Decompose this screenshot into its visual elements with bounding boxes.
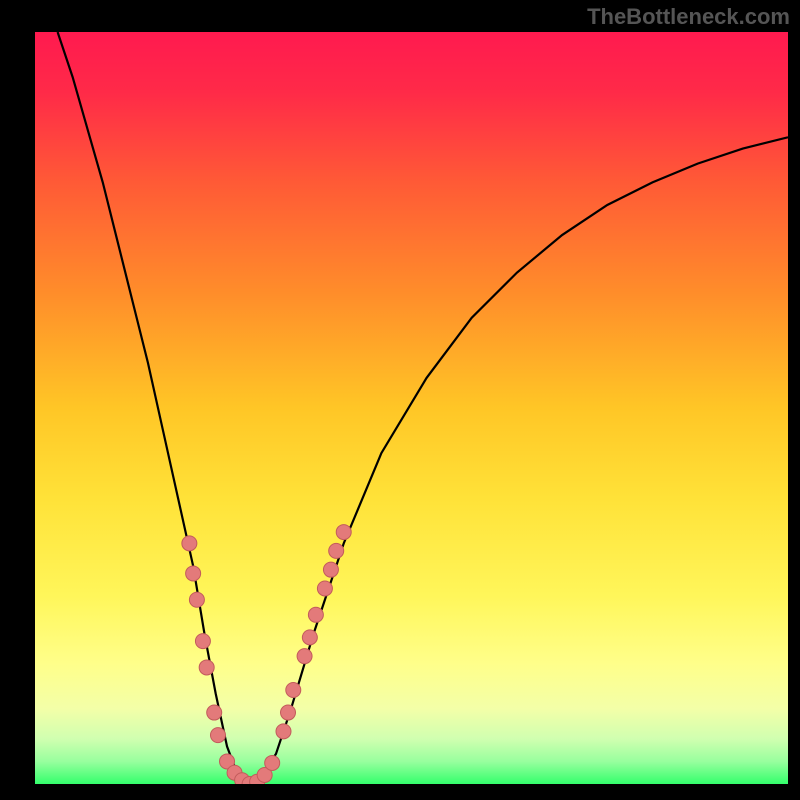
data-marker [265,755,280,770]
chart-container: TheBottleneck.com [0,0,800,800]
curve-right [250,137,788,784]
data-marker [336,525,351,540]
data-marker [286,683,301,698]
data-marker [182,536,197,551]
curves-layer [35,32,788,784]
data-marker [199,660,214,675]
data-marker [195,634,210,649]
curve-left [58,32,250,784]
data-marker [329,543,344,558]
data-marker [189,592,204,607]
plot-area [35,32,788,784]
data-marker [186,566,201,581]
data-marker [210,728,225,743]
data-marker [317,581,332,596]
data-marker [308,607,323,622]
watermark-text: TheBottleneck.com [587,4,790,30]
data-marker [297,649,312,664]
data-marker [323,562,338,577]
data-marker [207,705,222,720]
data-marker [281,705,296,720]
data-marker [302,630,317,645]
data-marker [276,724,291,739]
